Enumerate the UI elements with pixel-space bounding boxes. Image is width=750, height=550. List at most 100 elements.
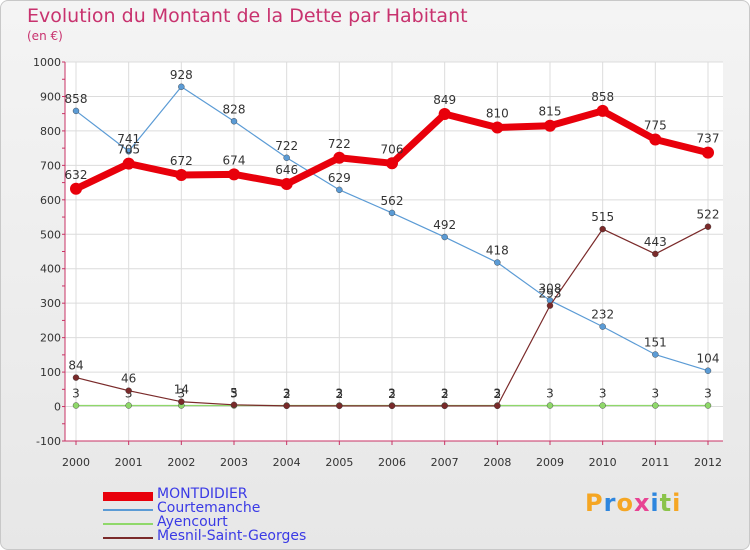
y-tick-label: -100 [36, 435, 61, 448]
y-tick-label: 400 [40, 263, 61, 276]
data-point [649, 133, 662, 146]
y-tick-label: 300 [40, 297, 61, 310]
data-label: 3 [283, 387, 291, 401]
y-tick-label: 500 [40, 228, 61, 241]
x-tick-label: 2002 [167, 456, 195, 469]
x-tick-label: 2007 [431, 456, 459, 469]
y-tick-label: 0 [54, 401, 61, 414]
data-label: 3 [652, 387, 660, 401]
x-tick-label: 2008 [483, 456, 511, 469]
data-label: 741 [117, 132, 140, 146]
data-point [546, 402, 554, 409]
logo-letter: r [603, 489, 617, 517]
data-point [702, 146, 714, 159]
data-point [333, 151, 346, 164]
logo-letter: i [650, 489, 660, 517]
data-point [125, 387, 132, 394]
legend-label: Mesnil-Saint-Georges [157, 528, 307, 544]
x-tick-label: 2009 [536, 456, 564, 469]
logo-letter: i [672, 489, 682, 517]
data-label: 629 [328, 171, 351, 185]
x-tick-label: 2012 [694, 456, 722, 469]
data-point [72, 374, 80, 381]
x-tick-label: 2004 [273, 456, 301, 469]
data-point [388, 209, 396, 217]
x-tick-label: 2003 [220, 456, 248, 469]
legend-swatch [103, 523, 153, 525]
data-label: 2 [336, 387, 344, 401]
data-label: 46 [121, 372, 136, 386]
data-point [125, 148, 132, 155]
data-label: 646 [275, 163, 298, 177]
data-label: 3 [336, 387, 344, 401]
data-point [72, 402, 80, 409]
data-point [544, 119, 556, 132]
data-point [546, 302, 554, 309]
series-courtemanche: 858 741 928 828 722 629 562 492 418 308 232 151 104 [65, 68, 719, 374]
y-tick-label: 700 [40, 159, 61, 172]
data-label: 928 [170, 68, 193, 82]
legend-item: MONTDIDIER [103, 486, 403, 504]
legend-label: Ayencourt [157, 514, 228, 530]
data-label: 3 [388, 387, 396, 401]
data-point [652, 351, 659, 358]
data-label: 674 [223, 153, 246, 167]
data-point [230, 401, 238, 409]
data-point [283, 402, 290, 410]
data-label: 3 [230, 387, 238, 401]
data-label: 737 [697, 132, 720, 146]
data-point [704, 402, 712, 409]
data-label: 14 [174, 383, 189, 397]
legend-label: Courtemanche [157, 500, 261, 516]
data-point [125, 402, 132, 409]
data-label: 522 [697, 208, 720, 222]
data-point [336, 186, 343, 194]
data-label: 84 [68, 359, 83, 373]
data-point [704, 367, 712, 374]
x-tick-label: 2010 [589, 456, 617, 469]
data-label: 232 [591, 308, 614, 322]
x-tick-label: 2000 [62, 456, 90, 469]
data-label: 3 [72, 387, 80, 401]
data-label: 2 [283, 387, 291, 401]
data-label: 3 [178, 387, 186, 401]
data-point [280, 177, 293, 190]
y-tick-label: 800 [40, 125, 61, 138]
y-tick-label: 600 [40, 194, 61, 207]
logo-letter: o [616, 489, 634, 517]
y-tick-label: 200 [40, 332, 61, 345]
logo-letter: t [659, 489, 673, 517]
data-label: 722 [275, 139, 298, 153]
plot-area [65, 62, 723, 441]
y-tick-label: 1000 [33, 56, 61, 69]
data-point [494, 259, 501, 266]
data-label: 2 [388, 387, 396, 401]
data-label: 3 [546, 387, 554, 401]
legend-swatch [103, 491, 153, 501]
data-label: 3 [599, 387, 607, 401]
data-point [441, 402, 448, 410]
data-label: 858 [65, 92, 88, 106]
data-label: 810 [486, 106, 509, 120]
data-point [388, 402, 396, 410]
series-montdidier: 632 705 672 674 646 722 706 849 810 815 858 775 737 [65, 90, 720, 195]
data-point [599, 225, 606, 233]
data-label: 2 [441, 387, 449, 401]
data-point [228, 168, 240, 181]
proxiti-logo: Proxiti [585, 489, 681, 517]
data-point [491, 121, 504, 134]
data-point [283, 154, 290, 161]
data-label: 775 [644, 119, 667, 133]
x-tick-label: 2001 [115, 456, 143, 469]
data-point [178, 398, 185, 405]
legend-label: MONTDIDIER [157, 486, 248, 502]
data-label: 308 [539, 281, 562, 295]
data-label: 3 [704, 387, 712, 401]
data-label: 632 [65, 168, 88, 182]
data-point [175, 169, 188, 182]
data-label: 828 [223, 102, 246, 116]
legend-swatch [103, 509, 153, 511]
